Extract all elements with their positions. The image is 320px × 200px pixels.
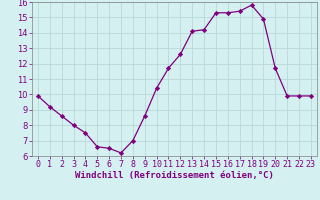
X-axis label: Windchill (Refroidissement éolien,°C): Windchill (Refroidissement éolien,°C) [75,171,274,180]
